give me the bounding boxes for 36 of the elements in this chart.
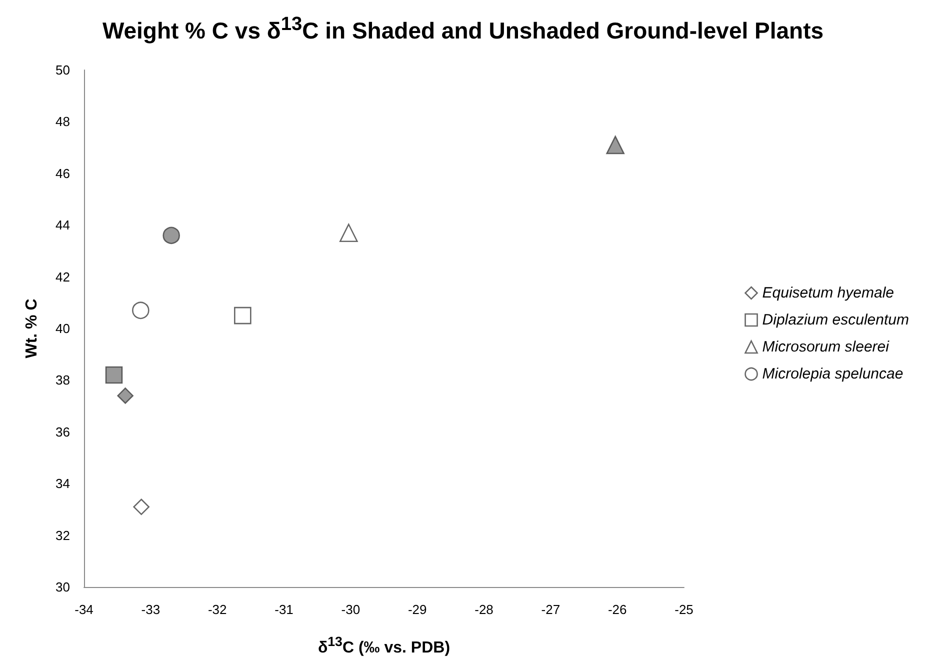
point (162, 226, 180, 244)
x-tick-label: -34 (74, 602, 94, 617)
legend-label: Microsorum sleerei (762, 338, 890, 356)
x-tick-label: -27 (541, 602, 560, 617)
x-axis-title: δ$^{13}$C (‰ vs. PDB) (316, 634, 452, 657)
y-tick-label: 36 (56, 424, 70, 440)
y-tick-label: 34 (56, 476, 70, 492)
y-tick-label: 42 (56, 269, 70, 284)
x-tick-label: -33 (141, 602, 160, 617)
x-tick-label: -30 (341, 602, 360, 617)
y-tick-label: 30 (56, 580, 70, 594)
x-tick-label: -25 (674, 602, 694, 617)
legend-label: Microlepia speluncae (762, 366, 904, 382)
point (133, 498, 150, 516)
legend-label: Equisetum hyemale (762, 284, 894, 302)
point (105, 366, 123, 384)
point (132, 302, 150, 320)
x-tick-label: -28 (474, 602, 494, 617)
y-tick-label: 50 (56, 62, 70, 78)
x-tick-label: -32 (208, 602, 227, 617)
x-tick-label: -26 (608, 602, 627, 617)
point (606, 136, 624, 154)
y-tick-label: 46 (56, 166, 70, 181)
y-tick-label: 40 (56, 321, 70, 336)
y-tick-label: 48 (56, 114, 70, 130)
x-tick-label: -29 (408, 602, 427, 617)
legend-label: Diplazium esculentum (762, 312, 910, 328)
y-tick-label: 44 (56, 218, 70, 233)
y-axis-title: Wt. % C (24, 298, 40, 358)
point (340, 224, 358, 242)
x-tick-label: -31 (274, 602, 294, 617)
chart-title: Weight % C vs δ$^{13}$C in Shaded and Unshaded Ground-level Plants (101, 14, 825, 45)
point (234, 306, 252, 324)
y-tick-label: 32 (56, 528, 70, 543)
point (117, 388, 134, 404)
y-tick-label: 38 (56, 372, 70, 388)
